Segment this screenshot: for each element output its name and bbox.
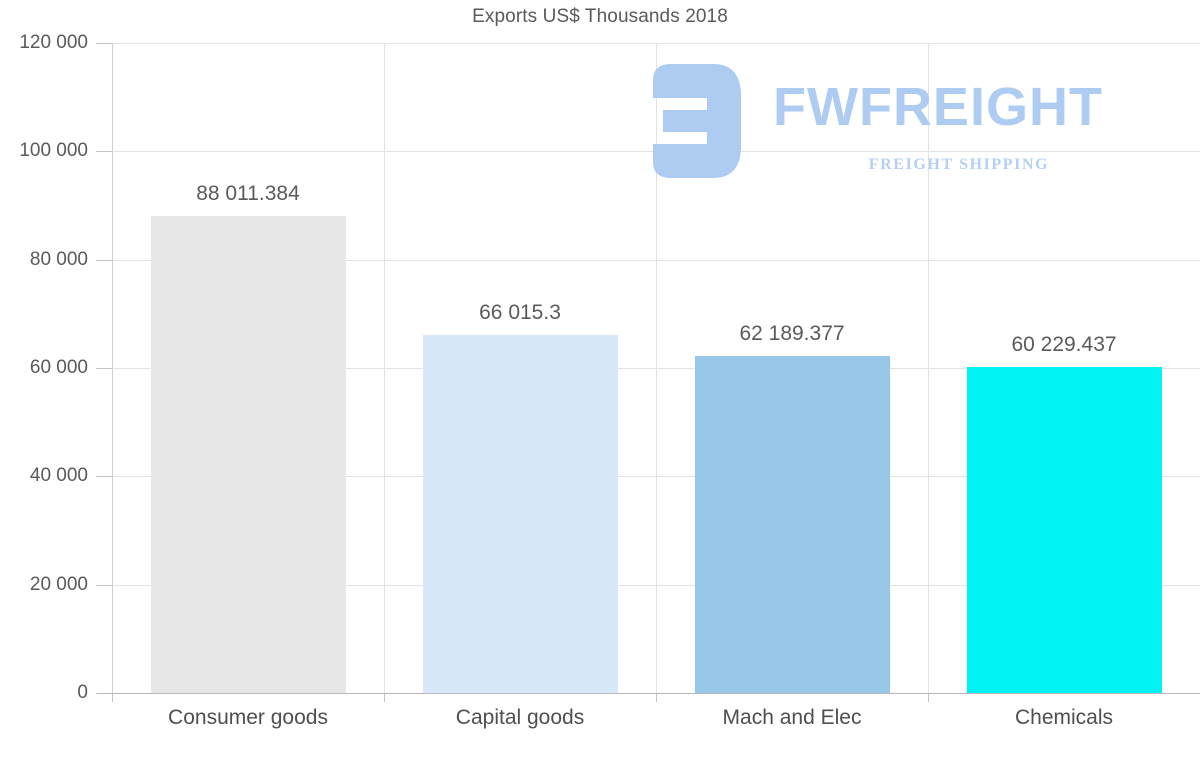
chart-title: Exports US$ Thousands 2018 [472,6,728,27]
y-axis-tick-label: 120 000 [19,32,88,53]
y-axis-tick-mark [96,368,112,369]
bar-value-label: 62 189.377 [739,322,845,346]
gridline-vertical [656,43,657,693]
y-axis-tick-label: 60 000 [29,357,88,378]
x-axis-tick-label: Consumer goods [168,706,328,729]
x-axis-tick-mark [656,693,657,702]
y-axis-tick-label: 100 000 [19,140,88,162]
bar[interactable] [422,335,618,693]
bar-value-label: 66 015.3 [479,301,561,325]
bar-value-label: 88 011.384 [196,182,300,206]
x-axis-tick-mark [928,693,929,702]
bar[interactable] [694,356,890,693]
bar-value-label: 60 229.437 [1011,332,1117,356]
gridline-vertical [928,43,929,693]
x-axis-tick-mark [112,693,113,702]
x-axis-tick-mark [384,693,385,702]
y-axis-tick-mark [96,151,112,153]
y-axis-line [112,43,113,694]
y-axis-tick-label: 80 000 [29,248,88,270]
x-axis-line [102,693,1200,694]
bar[interactable] [150,216,346,693]
x-axis-tick-label: Capital goods [455,706,585,729]
bar[interactable] [966,366,1162,693]
y-axis-tick-label: 40 000 [29,465,88,487]
y-axis-tick-mark [96,584,112,586]
gridline-vertical [384,43,385,693]
y-axis-tick-label: 20 000 [29,573,88,595]
y-axis-tick-mark [96,43,112,44]
y-axis-tick-mark [96,259,112,261]
y-axis-tick-mark [96,476,112,478]
y-axis-tick-label: 0 [77,682,88,703]
plot-area [102,43,1200,694]
x-axis-tick-label: Chemicals [1014,706,1114,729]
x-axis-tick-label: Mach and Elec [722,706,862,729]
